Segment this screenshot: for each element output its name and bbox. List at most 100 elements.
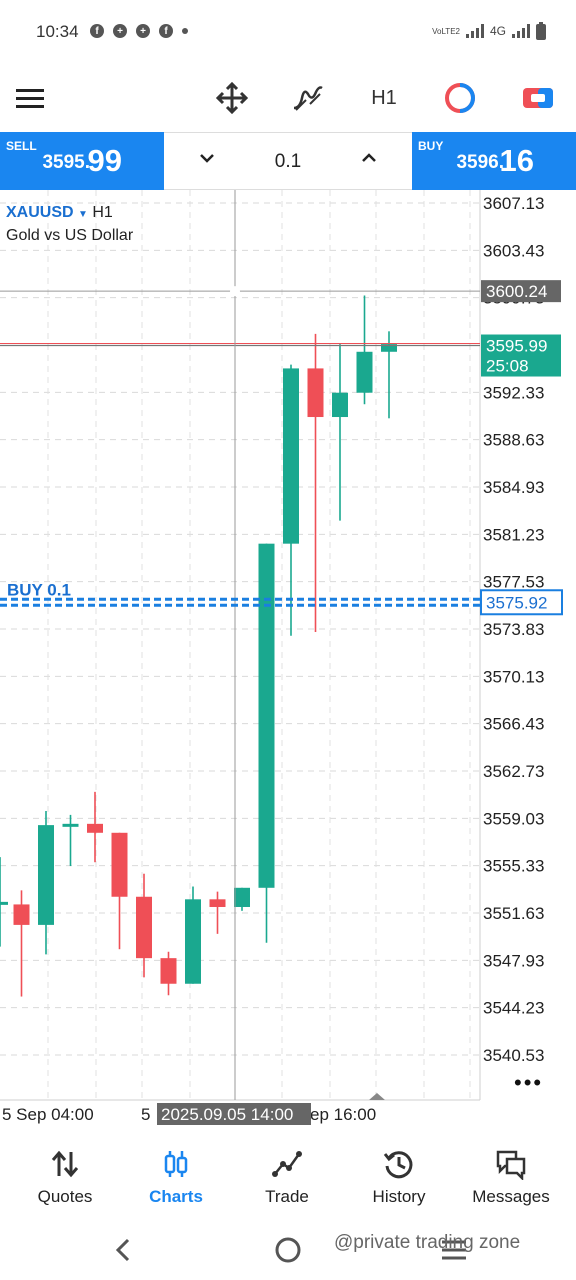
lot-size-control: 0.1 [164, 132, 412, 190]
price-tick-label: 3577.53 [483, 573, 544, 592]
symbol-label[interactable]: XAUUSD ▼ H1 [6, 204, 113, 222]
decrease-lot-icon[interactable] [198, 149, 216, 167]
timeframe-button[interactable]: H1 [371, 86, 397, 109]
price-tick-label: 3559.03 [483, 809, 544, 828]
increase-lot-icon[interactable] [360, 149, 378, 167]
more-options-icon[interactable]: ••• [514, 1070, 544, 1095]
status-right: VoLTE2 4G [432, 22, 546, 40]
price-tick-label: 3592.33 [483, 383, 544, 402]
sell-price: 3595. [42, 152, 90, 173]
price-tick-label: 3566.43 [483, 715, 544, 734]
price-tick-label: 3570.13 [483, 667, 544, 686]
network-type: 4G [489, 24, 506, 38]
menu-icon[interactable] [8, 76, 52, 120]
candle-body [234, 887, 250, 907]
more-notifications-icon [182, 28, 188, 34]
candle-body [62, 823, 79, 827]
status-time: 10:34 [36, 22, 79, 41]
time-tick-label: 5 Sep 04:00 [2, 1105, 94, 1124]
recents-icon[interactable] [440, 1238, 468, 1262]
price-tick-label: 3603.43 [483, 241, 544, 260]
battery-icon [536, 22, 546, 40]
current-price-label: 3595.99 [486, 337, 547, 356]
candle-body [381, 344, 397, 352]
nav-label: Quotes [37, 1187, 93, 1206]
candle-body [111, 832, 128, 897]
indicators-icon[interactable] [286, 76, 330, 120]
facebook-icon: f [90, 24, 104, 38]
sell-button[interactable]: SELL 3595. 99 [0, 132, 164, 190]
candle-body [307, 368, 324, 418]
crosshair-price-label: 3600.24 [486, 282, 547, 301]
nav-trade[interactable]: Trade [232, 1130, 342, 1218]
candle-body [185, 899, 201, 984]
notification-icons: f + + f [90, 24, 188, 38]
status-bar: 10:34 f + + f VoLTE2 4G [0, 0, 576, 64]
symbol-code: XAUUSD [6, 204, 74, 221]
countdown-label: 25:08 [486, 357, 529, 376]
price-tick-label: 3581.23 [483, 525, 544, 544]
trade-icon [272, 1151, 302, 1177]
price-chart[interactable]: 3607.133603.433599.733592.333588.633584.… [0, 190, 576, 1128]
symbol-description: Gold vs US Dollar [6, 227, 134, 244]
nav-quotes[interactable]: Quotes [10, 1130, 120, 1218]
volte-icon: VoLTE2 [432, 26, 460, 36]
candle-body [160, 958, 177, 984]
price-tick-label: 3555.33 [483, 857, 544, 876]
price-tick-label: 3547.93 [483, 951, 544, 970]
nav-label: Messages [472, 1187, 550, 1206]
chart-shift-marker [369, 1093, 385, 1100]
nav-charts[interactable]: Charts [121, 1130, 231, 1218]
signal-icon [465, 24, 484, 38]
facebook-icon: f [159, 24, 173, 38]
messenger-icon: + [136, 24, 150, 38]
price-tick-label: 3584.93 [483, 478, 544, 497]
charts-icon [164, 1151, 188, 1177]
back-icon[interactable] [110, 1236, 134, 1264]
nav-history[interactable]: History [344, 1130, 454, 1218]
bottom-navigation: Quotes Charts Trade History Messages [0, 1130, 576, 1218]
candle-body [87, 823, 103, 833]
history-icon [383, 1151, 413, 1179]
price-tick-label: 3551.63 [483, 904, 544, 923]
candle-body [136, 896, 152, 959]
home-icon[interactable] [274, 1236, 302, 1264]
buy-button[interactable]: BUY 3596. 16 [412, 132, 576, 190]
crosshair-move-icon[interactable] [210, 76, 254, 120]
candle-body [356, 351, 373, 393]
new-order-icon[interactable] [516, 76, 560, 120]
signal-icon [512, 24, 530, 38]
lot-size-input[interactable]: 0.1 [274, 151, 302, 172]
crosshair-price-tag [481, 280, 561, 303]
order-price-tag [480, 589, 563, 616]
candle-body [258, 543, 275, 888]
system-navigation-bar [0, 1218, 576, 1280]
price-tick-label: 3540.53 [483, 1046, 544, 1065]
order-label: BUY 0.1 [7, 580, 71, 599]
time-tick-label: ep 16:00 [310, 1105, 376, 1124]
buy-label: BUY [418, 139, 444, 153]
price-tick-label: 3562.73 [483, 762, 544, 781]
candle-body [209, 899, 226, 907]
buy-price: 3596. [456, 152, 504, 173]
messages-icon [496, 1150, 526, 1180]
crosshair-time-tag [157, 1103, 311, 1125]
nav-label: History [372, 1187, 426, 1206]
candle-body [332, 392, 348, 418]
one-click-trade-panel: SELL 3595. 99 0.1 BUY 3596. 16 [0, 132, 576, 190]
price-tick-label: 3588.63 [483, 431, 544, 450]
crosshair-center [230, 286, 240, 297]
candle-body [38, 825, 54, 925]
candle-body [13, 904, 30, 925]
nav-label: Charts [149, 1187, 203, 1206]
time-tick-label: 5 [141, 1105, 150, 1124]
one-click-trading-icon[interactable] [438, 76, 482, 120]
nav-label: Trade [265, 1187, 309, 1206]
price-tick-label: 3607.13 [483, 194, 544, 213]
chart-toolbar: H1 [0, 64, 576, 132]
candle-body [283, 368, 299, 544]
price-tick-label: 3544.23 [483, 999, 544, 1018]
sell-label: SELL [6, 139, 37, 153]
candle-body [0, 901, 8, 905]
nav-messages[interactable]: Messages [456, 1130, 566, 1218]
